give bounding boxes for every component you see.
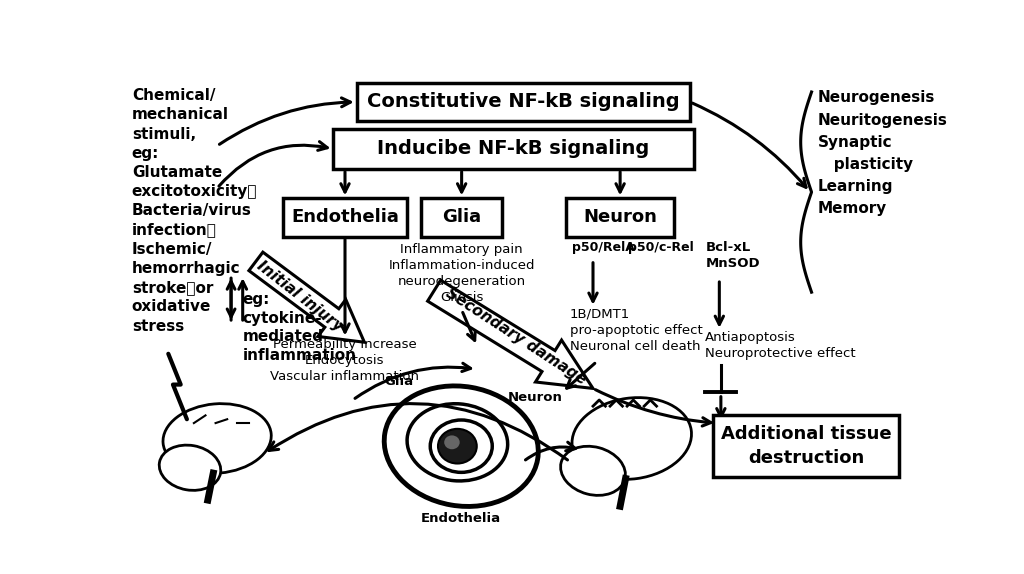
Text: Additional tissue
destruction: Additional tissue destruction bbox=[721, 425, 892, 467]
Text: Neuron: Neuron bbox=[508, 391, 562, 404]
Text: 1B/DMT1
pro-apoptotic effect
Neuronal cell death: 1B/DMT1 pro-apoptotic effect Neuronal ce… bbox=[569, 308, 702, 352]
Text: Inducibe NF-kB signaling: Inducibe NF-kB signaling bbox=[378, 139, 649, 158]
Ellipse shape bbox=[430, 420, 493, 472]
Ellipse shape bbox=[572, 398, 691, 479]
Text: Neurogenesis
Neuritogenesis
Synaptic
   plasticity
Learning
Memory: Neurogenesis Neuritogenesis Synaptic pla… bbox=[818, 91, 947, 216]
Polygon shape bbox=[428, 280, 593, 389]
Text: eg:
cytokine-
mediated
inflammation: eg: cytokine- mediated inflammation bbox=[243, 292, 356, 363]
Text: Glia: Glia bbox=[442, 208, 481, 227]
Text: Antiapoptosis
Neuroprotective effect: Antiapoptosis Neuroprotective effect bbox=[706, 331, 856, 360]
Text: Permeability increase
Endocytosis
Vascular inflammation: Permeability increase Endocytosis Vascul… bbox=[270, 339, 420, 383]
FancyBboxPatch shape bbox=[566, 198, 675, 236]
FancyBboxPatch shape bbox=[713, 416, 899, 477]
Ellipse shape bbox=[163, 404, 271, 474]
Text: Neuron: Neuron bbox=[584, 208, 657, 227]
Text: Endothelia: Endothelia bbox=[421, 511, 502, 525]
Text: Endothelia: Endothelia bbox=[291, 208, 399, 227]
Text: p50/RelA: p50/RelA bbox=[572, 241, 635, 254]
Polygon shape bbox=[249, 252, 365, 342]
Text: Secondary damage: Secondary damage bbox=[442, 286, 589, 388]
FancyBboxPatch shape bbox=[421, 198, 503, 236]
Text: Initial injury: Initial injury bbox=[254, 258, 346, 334]
Text: Chemical/
mechanical
stimuli,
eg:
Glutamate
excitotoxicity、
Bacteria/virus
infec: Chemical/ mechanical stimuli, eg: Glutam… bbox=[132, 88, 257, 333]
Text: Glia: Glia bbox=[385, 375, 414, 389]
FancyBboxPatch shape bbox=[356, 83, 690, 121]
Ellipse shape bbox=[159, 445, 221, 490]
FancyBboxPatch shape bbox=[283, 198, 407, 236]
Ellipse shape bbox=[408, 404, 508, 481]
Text: p50/c-Rel: p50/c-Rel bbox=[628, 241, 693, 254]
Ellipse shape bbox=[384, 386, 539, 506]
Text: Inflammatory pain
Inflammation-induced
neurodegeneration
Gliosis: Inflammatory pain Inflammation-induced n… bbox=[388, 243, 535, 304]
Ellipse shape bbox=[444, 436, 460, 449]
Ellipse shape bbox=[438, 429, 477, 464]
Ellipse shape bbox=[560, 446, 626, 495]
FancyBboxPatch shape bbox=[334, 129, 693, 169]
Text: Constitutive NF-kB signaling: Constitutive NF-kB signaling bbox=[367, 92, 680, 111]
Text: Bcl-xL
MnSOD: Bcl-xL MnSOD bbox=[706, 241, 760, 270]
